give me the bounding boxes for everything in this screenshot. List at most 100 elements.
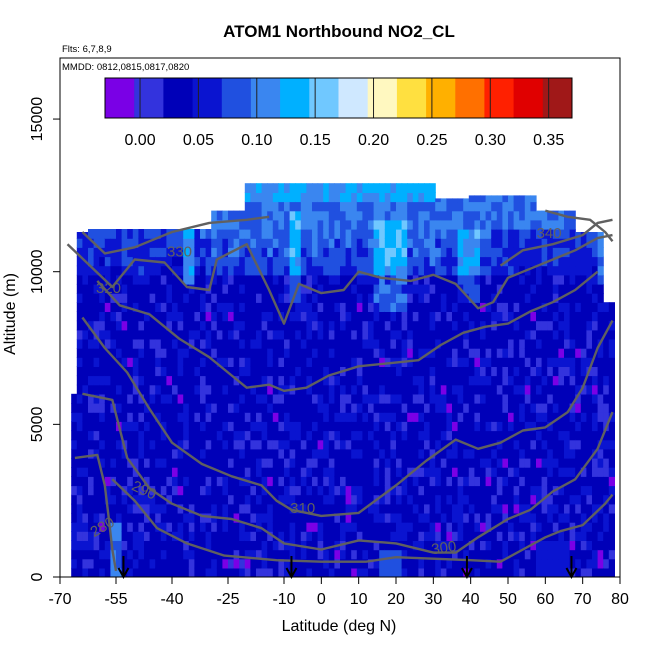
heatmap-cell [418,393,425,404]
heatmap-cell [340,384,347,395]
heatmap-cell [519,421,526,432]
heatmap-cell [323,302,330,312]
heatmap-cell [541,311,548,322]
heatmap-cell [457,210,464,221]
heatmap-cell [418,229,425,239]
heatmap-cell [295,430,302,441]
heatmap-cell [267,283,274,294]
heatmap-cell [608,503,615,514]
heatmap-cell [250,274,257,285]
heatmap-cell [160,430,167,441]
heatmap-cell [429,503,436,514]
heatmap-cell [356,219,363,230]
heatmap-cell [586,457,593,468]
heatmap-cell [463,311,470,322]
heatmap-cell [412,476,419,487]
heatmap-cell [524,293,531,303]
heatmap-cell [155,421,162,432]
heatmap-cell [250,412,257,422]
heatmap-cell [328,439,335,450]
heatmap-cell [261,512,268,523]
heatmap-cell [485,522,492,532]
heatmap-cell [188,393,195,404]
heatmap-cell [552,265,559,276]
heatmap-cell [183,348,190,358]
heatmap-cell [172,503,179,514]
heatmap-cell [508,210,515,221]
heatmap-cell [491,512,498,523]
heatmap-cell [480,293,487,303]
heatmap-cell [362,494,369,505]
heatmap-cell [278,403,285,413]
heatmap-cell [401,430,408,441]
heatmap-cell [200,549,207,560]
heatmap-cell [452,512,459,523]
heatmap-cell [93,283,100,294]
heatmap-cell [485,329,492,340]
heatmap-cell [177,348,184,358]
heatmap-cell [440,265,447,276]
heatmap-cell [104,412,111,422]
heatmap-cell [356,357,363,367]
heatmap-cell [250,540,257,551]
heatmap-cell [412,375,419,386]
heatmap-cell [424,457,431,468]
heatmap-cell [485,540,492,551]
heatmap-cell [172,448,179,459]
heatmap-cell [580,256,587,267]
heatmap-cell [110,430,117,441]
heatmap-cell [524,439,531,450]
heatmap-cell [530,375,537,386]
heatmap-cell [508,567,515,577]
heatmap-cell [340,302,347,312]
heatmap-cell [452,476,459,487]
heatmap-cell [155,531,162,541]
heatmap-cell [166,558,173,569]
heatmap-cell [541,467,548,477]
heatmap-cell [373,320,380,331]
heatmap-cell [435,393,442,404]
heatmap-cell [323,476,330,487]
heatmap-cell [446,265,453,276]
heatmap-cell [88,366,95,377]
heatmap-cell [340,522,347,532]
heatmap-cell [233,512,240,523]
heatmap-cell [306,192,313,203]
heatmap-cell [149,494,156,505]
heatmap-cell [362,375,369,386]
heatmap-cell [216,256,223,267]
heatmap-cell [440,439,447,450]
heatmap-cell [401,393,408,404]
heatmap-cell [278,558,285,569]
heatmap-cell [536,210,543,221]
heatmap-cell [272,467,279,477]
heatmap-cell [541,540,548,551]
heatmap-cell [345,293,352,303]
heatmap-cell [368,293,375,303]
heatmap-cell [88,238,95,248]
heatmap-cell [390,247,397,258]
heatmap-cell [597,247,604,258]
heatmap-cell [390,393,397,404]
heatmap-cell [401,467,408,477]
heatmap-cell [160,283,167,294]
heatmap-cell [244,512,251,523]
heatmap-cell [608,348,615,358]
heatmap-cell [194,531,201,541]
heatmap-cell [300,549,307,560]
heatmap-cell [384,531,391,541]
heatmap-cell [82,265,89,276]
heatmap-cell [205,503,212,514]
heatmap-cell [317,210,324,221]
heatmap-cell [267,210,274,221]
heatmap-cell [547,430,554,441]
heatmap-cell [457,238,464,248]
heatmap-cell [513,457,520,468]
heatmap-cell [177,357,184,367]
heatmap-cell [345,467,352,477]
heatmap-cell [244,192,251,203]
heatmap-cell [82,329,89,340]
heatmap-cell [390,494,397,505]
heatmap-cell [351,219,358,230]
heatmap-cell [116,494,123,505]
